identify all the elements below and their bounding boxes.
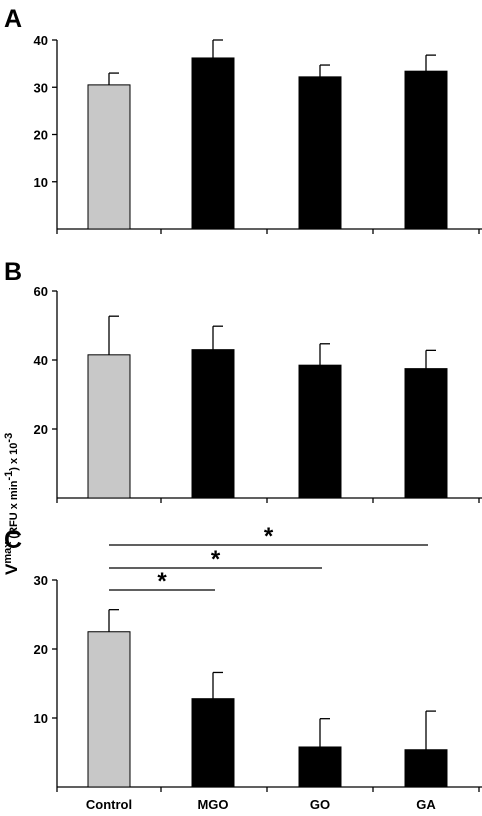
y-tick-label: 10 [34, 711, 48, 726]
panel-a: A 10 20 30 40 [4, 5, 482, 234]
bar-ga [404, 70, 448, 230]
y-tick-label: 40 [34, 33, 48, 48]
y-label-units-end: ) x 10 [8, 443, 20, 471]
bar-control [87, 631, 131, 788]
bar-go [298, 76, 342, 230]
significance-star: * [264, 523, 274, 550]
bar-ga [404, 749, 448, 788]
y-tick-label: 40 [34, 353, 48, 368]
y-axis-label: Vmax (RFU x min-1) x 10-3 [2, 433, 21, 575]
bar-mgo [191, 57, 235, 230]
bar-mgo [191, 698, 235, 788]
panels: A 10 20 30 40 B 20 40 60 C 10 20 30 * * * [4, 5, 482, 792]
panel-c: C 10 20 30 * * * [4, 523, 482, 792]
category-label-ga: GA [416, 797, 436, 812]
bar-mgo [191, 349, 235, 499]
bar-control [87, 84, 131, 230]
y-tick-label: 20 [34, 422, 48, 437]
panel-letter: B [4, 258, 22, 286]
panel-letter: C [4, 526, 22, 554]
category-labels: Control MGO GO GA [86, 797, 436, 812]
bar-go [298, 746, 342, 788]
y-label-units: (RFU x min [8, 480, 20, 541]
y-label-exponent: -3 [3, 433, 15, 443]
y-tick-label: 60 [34, 284, 48, 299]
y-tick-label: 10 [34, 175, 48, 190]
significance-star: * [157, 568, 167, 595]
category-label-go: GO [310, 797, 330, 812]
bar-go [298, 364, 342, 499]
category-label-control: Control [86, 797, 132, 812]
y-tick-label: 20 [34, 128, 48, 143]
category-label-mgo: MGO [197, 797, 228, 812]
significance-star: * [211, 546, 221, 573]
y-label-units-sup: -1 [3, 471, 15, 481]
y-label-superscript: max [2, 541, 14, 564]
panel-letter: A [4, 5, 22, 33]
bar-control [87, 354, 131, 499]
panel-b: B 20 40 60 [4, 258, 482, 503]
y-label-symbol: V [2, 563, 21, 575]
y-tick-label: 20 [34, 642, 48, 657]
bar-ga [404, 368, 448, 499]
y-tick-label: 30 [34, 80, 48, 95]
y-tick-label: 30 [34, 573, 48, 588]
